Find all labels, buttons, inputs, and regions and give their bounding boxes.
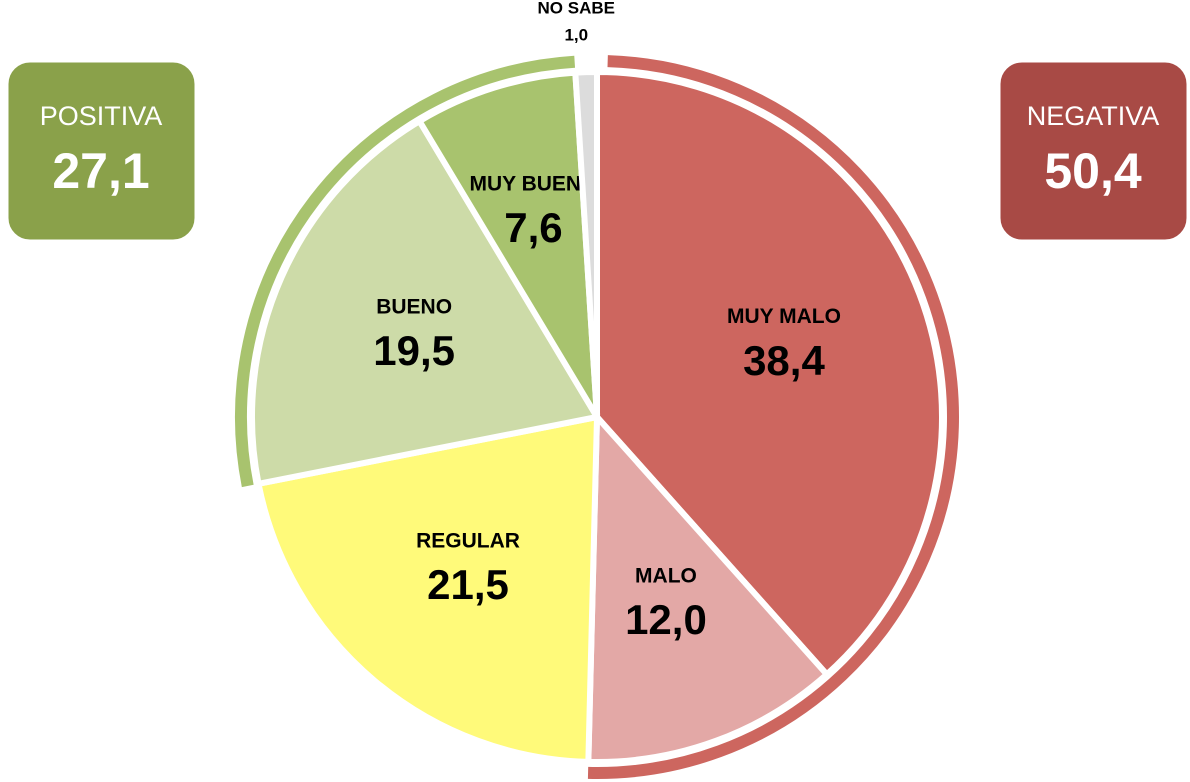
pie-slice xyxy=(572,68,600,418)
pie-slice xyxy=(249,117,602,488)
value-label: 12,0 xyxy=(625,596,707,643)
slice-label: MALO xyxy=(635,564,697,587)
group-value: 50,4 xyxy=(1044,143,1142,199)
group-arc xyxy=(235,55,576,488)
group-name: NEGATIVA xyxy=(1027,101,1160,131)
slice-label: NO SABE xyxy=(538,0,615,18)
group-box xyxy=(7,61,196,241)
pie-slice xyxy=(415,69,600,419)
value-label: 1,0 xyxy=(564,26,588,45)
pie-slice xyxy=(585,409,832,765)
group-value: 27,1 xyxy=(52,143,149,199)
slice-label: MUY MALO xyxy=(727,305,841,328)
value-label: 38,4 xyxy=(743,337,825,384)
slice-label: BUENO xyxy=(376,295,452,318)
group-name: POSITIVA xyxy=(40,101,163,131)
value-label: 7,6 xyxy=(504,204,562,251)
slice-label: REGULAR xyxy=(416,530,520,553)
pie-slice xyxy=(254,413,601,765)
group-box xyxy=(999,61,1188,241)
value-label: 21,5 xyxy=(427,561,509,608)
slice-label: MUY BUENO xyxy=(469,172,597,195)
pie-slice xyxy=(594,68,945,679)
group-arc xyxy=(587,55,960,779)
value-label: 19,5 xyxy=(373,327,455,374)
